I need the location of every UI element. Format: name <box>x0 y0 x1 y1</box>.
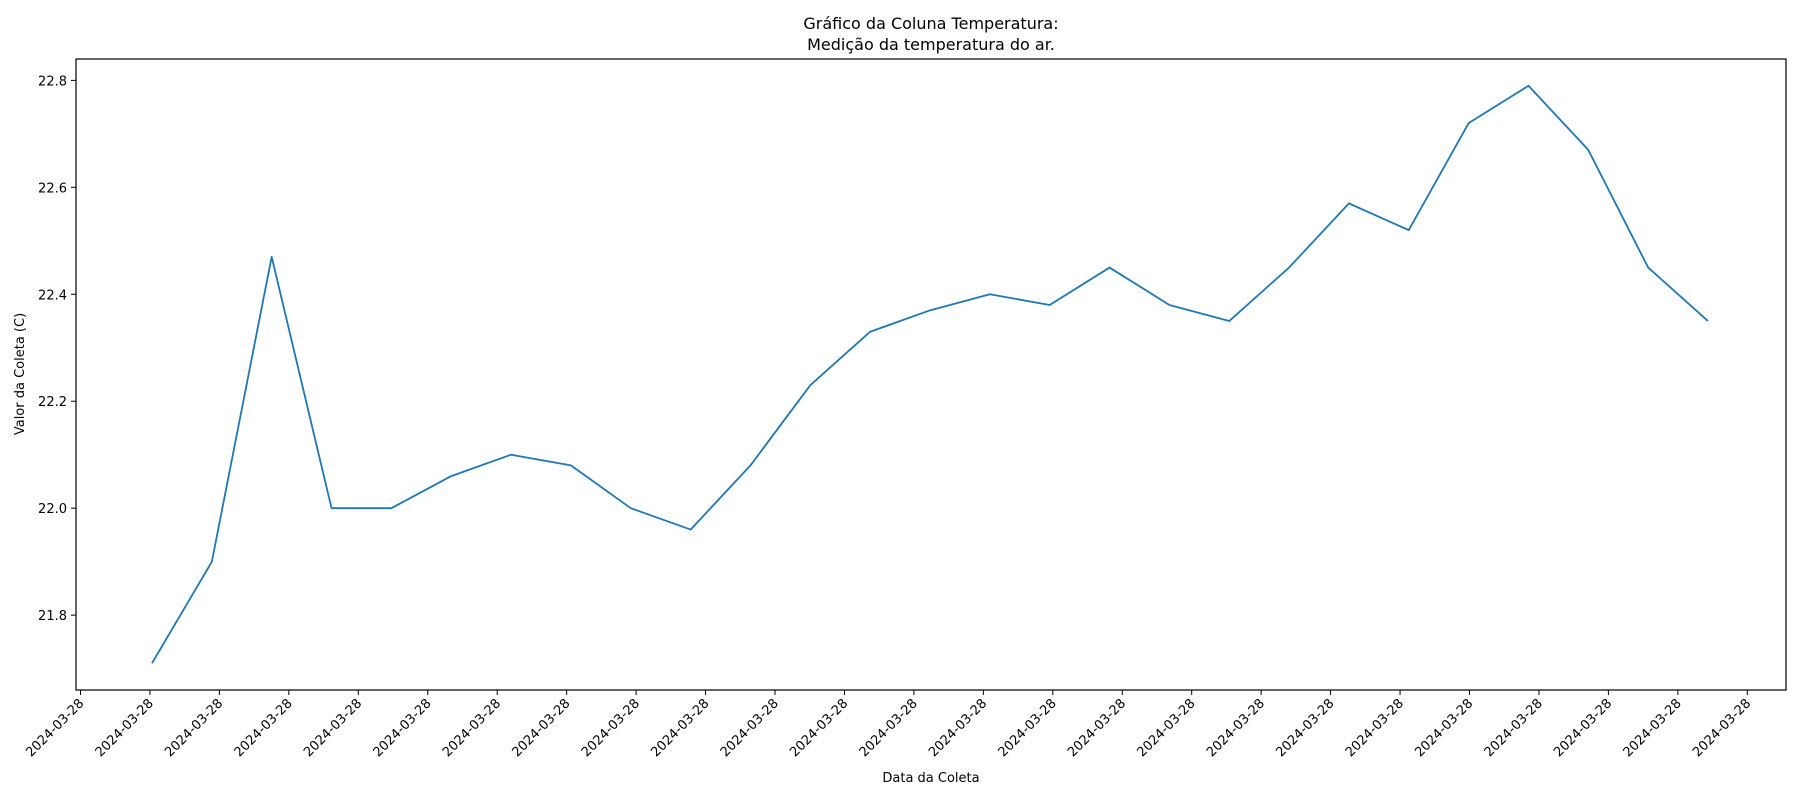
x-tick-label: 2024-03-28 <box>371 696 435 760</box>
x-tick-label: 2024-03-28 <box>93 696 157 760</box>
x-tick-label: 2024-03-28 <box>1134 696 1198 760</box>
x-tick-label: 2024-03-28 <box>509 696 573 760</box>
x-tick-label: 2024-03-28 <box>1343 696 1407 760</box>
x-axis-ticks: 2024-03-28 2024-03-28 2024-03-28 2024-03-28… <box>23 690 1754 760</box>
plot-area-frame <box>75 58 1787 691</box>
x-tick-label: 2024-03-28 <box>787 696 851 760</box>
x-tick-label: 2024-03-28 <box>1551 696 1615 760</box>
x-tick-label: 2024-03-28 <box>857 696 921 760</box>
y-tick-label: 22.6 <box>38 181 67 196</box>
y-tick-label: 22.0 <box>38 502 67 517</box>
x-tick-label: 2024-03-28 <box>1621 696 1685 760</box>
x-tick-label: 2024-03-28 <box>1204 696 1268 760</box>
x-tick-label: 2024-03-28 <box>1412 696 1476 760</box>
series-layer <box>151 84 1709 664</box>
x-tick-label: 2024-03-28 <box>1273 696 1337 760</box>
y-axis-ticks: 21.8 22.0 22.2 22.4 22.6 22.8 <box>38 74 76 624</box>
x-tick-label: 2024-03-28 <box>648 696 712 760</box>
y-axis-label: Valor da Coleta (C) <box>13 313 28 435</box>
chart-title-line-1: Gráfico da Coluna Temperatura: <box>803 14 1058 33</box>
x-tick-label: 2024-03-28 <box>232 696 296 760</box>
x-tick-label: 2024-03-28 <box>718 696 782 760</box>
y-tick-label: 22.2 <box>38 395 67 410</box>
temperature-series-line <box>151 84 1709 664</box>
x-tick-label: 2024-03-28 <box>996 696 1060 760</box>
x-tick-label: 2024-03-28 <box>440 696 504 760</box>
x-tick-label: 2024-03-28 <box>1690 696 1754 760</box>
x-tick-label: 2024-03-28 <box>301 696 365 760</box>
y-tick-label: 21.8 <box>38 609 67 624</box>
x-tick-label: 2024-03-28 <box>23 696 87 760</box>
x-tick-label: 2024-03-28 <box>579 696 643 760</box>
x-tick-label: 2024-03-28 <box>162 696 226 760</box>
x-tick-label: 2024-03-28 <box>1065 696 1129 760</box>
y-tick-label: 22.8 <box>38 74 67 89</box>
x-tick-label: 2024-03-28 <box>926 696 990 760</box>
chart-title-line-2: Medição da temperatura do ar. <box>807 35 1055 54</box>
x-tick-label: 2024-03-28 <box>1482 696 1546 760</box>
y-tick-label: 22.4 <box>38 288 67 303</box>
x-axis-label: Data da Coleta <box>882 771 979 786</box>
